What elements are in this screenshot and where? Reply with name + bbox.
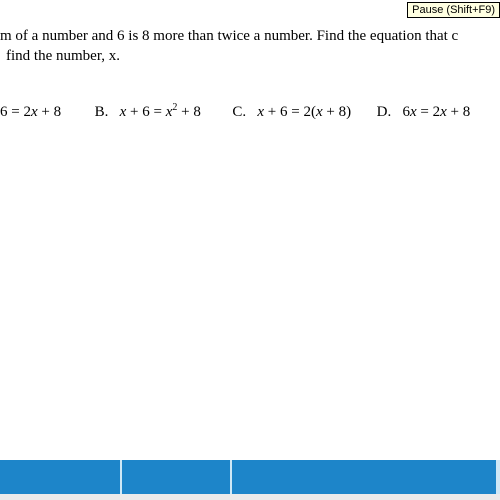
pause-tooltip: Pause (Shift+F9) xyxy=(407,2,500,18)
playback-segment-divider-3 xyxy=(496,460,500,494)
option-b: B. x + 6 = x2 + 8 xyxy=(95,104,201,120)
option-c: C. x + 6 = 2(x + 8) xyxy=(232,104,351,120)
option-a: 6 = 2x + 8 xyxy=(0,104,61,120)
pause-tooltip-text: Pause (Shift+F9) xyxy=(412,4,495,16)
playback-segment-3 xyxy=(232,460,496,494)
option-d-label: D. xyxy=(377,104,392,120)
question-line-2: find the number, x. xyxy=(0,46,500,66)
option-d: D. 6x = 2x + 8 xyxy=(377,104,471,120)
answer-options: 6 = 2x + 8 B. x + 6 = x2 + 8 C. x + 6 = … xyxy=(0,103,500,121)
playback-segment-1 xyxy=(0,460,120,494)
option-b-label: B. xyxy=(95,104,109,120)
bottom-padding xyxy=(0,494,500,500)
question-text: m of a number and 6 is 8 more than twice… xyxy=(0,26,500,67)
playback-bar[interactable] xyxy=(0,460,500,494)
page-content: m of a number and 6 is 8 more than twice… xyxy=(0,0,500,121)
playback-segment-2 xyxy=(122,460,230,494)
option-c-label: C. xyxy=(232,104,246,120)
question-line-1: m of a number and 6 is 8 more than twice… xyxy=(0,26,500,46)
